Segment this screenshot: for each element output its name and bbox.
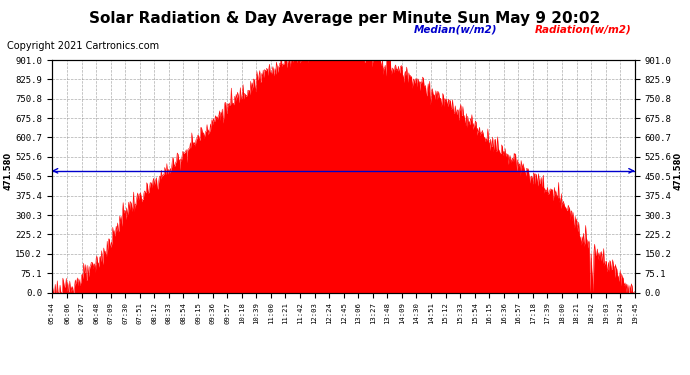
Text: Solar Radiation & Day Average per Minute Sun May 9 20:02: Solar Radiation & Day Average per Minute…: [90, 11, 600, 26]
Text: 471.580: 471.580: [3, 152, 12, 190]
Text: Copyright 2021 Cartronics.com: Copyright 2021 Cartronics.com: [7, 41, 159, 51]
Text: Radiation(w/m2): Radiation(w/m2): [535, 24, 631, 34]
Text: 471.580: 471.580: [674, 152, 683, 190]
Text: Median(w/m2): Median(w/m2): [414, 24, 497, 34]
